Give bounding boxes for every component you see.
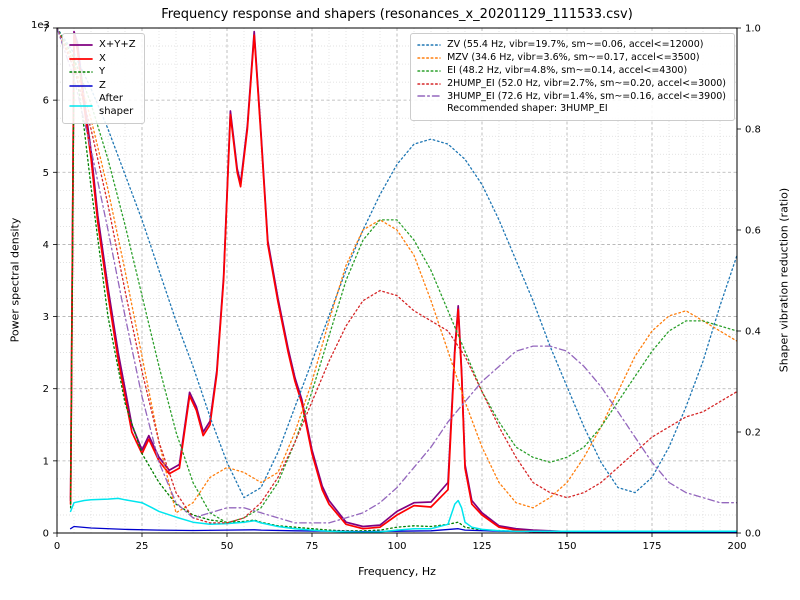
svg-text:0.8: 0.8: [745, 125, 761, 136]
legend-entry: X: [69, 53, 136, 66]
svg-text:0.2: 0.2: [745, 428, 761, 439]
svg-text:5: 5: [43, 168, 49, 179]
legend-swatch-line: [417, 82, 441, 85]
legend-swatch-line: [69, 57, 93, 60]
legend-entry-label: EI (48.2 Hz, vibr=4.8%, sm~=0.14, accel<…: [447, 64, 688, 76]
legend-entry-label: MZV (34.6 Hz, vibr=3.6%, sm~=0.17, accel…: [447, 51, 700, 63]
svg-text:6: 6: [43, 96, 49, 107]
y-axis-multiplier-label: 1e3: [31, 20, 50, 31]
legend-shapers: ZV (55.4 Hz, vibr=19.7%, sm~=0.06, accel…: [410, 33, 735, 122]
svg-text:0.6: 0.6: [745, 226, 761, 237]
svg-text:125: 125: [472, 541, 491, 552]
legend-entry: After shaper: [69, 93, 136, 118]
legend-swatch-line: [417, 69, 441, 72]
legend-swatch-line: [417, 57, 441, 59]
series-line: [57, 28, 737, 524]
svg-text:2: 2: [43, 384, 49, 395]
series-line: [69, 56, 737, 533]
chart-title: Frequency response and shapers (resonanc…: [161, 7, 633, 22]
legend-entry: 3HUMP_EI (72.6 Hz, vibr=1.4%, sm~=0.16, …: [417, 91, 726, 103]
legend-entry-label: Y: [99, 66, 106, 77]
svg-text:1: 1: [43, 456, 49, 467]
legend-entry: X+Y+Z: [69, 39, 136, 52]
legend-swatch-line: [417, 44, 441, 46]
series-line: [57, 28, 737, 524]
legend-entry: EI (48.2 Hz, vibr=4.8%, sm~=0.14, accel<…: [417, 65, 726, 77]
svg-text:100: 100: [387, 541, 406, 552]
legend-psd: X+Y+Z X Y Z After shaper: [62, 33, 145, 124]
svg-text:0.0: 0.0: [745, 529, 761, 540]
svg-text:4: 4: [43, 240, 49, 251]
svg-text:200: 200: [727, 541, 746, 552]
legend-swatch-line: [417, 104, 441, 114]
legend-entry: Recommended shaper: 3HUMP_EI: [417, 103, 726, 115]
legend-swatch-line: [69, 44, 93, 47]
legend-entry-label: X+Y+Z: [99, 39, 136, 50]
svg-text:1.0: 1.0: [745, 24, 761, 35]
x-axis-label: Frequency, Hz: [358, 565, 436, 578]
legend-entry: Y: [69, 66, 136, 79]
series-line: [57, 28, 737, 524]
series-lines: [57, 28, 737, 533]
svg-text:7: 7: [43, 24, 49, 35]
series-line: [57, 28, 737, 499]
legend-entry: MZV (34.6 Hz, vibr=3.6%, sm~=0.17, accel…: [417, 52, 726, 64]
legend-entry-label: Recommended shaper: 3HUMP_EI: [447, 103, 608, 115]
legend-entry: Z: [69, 80, 136, 93]
svg-text:50: 50: [221, 541, 234, 552]
legend-entry-label: X: [99, 52, 106, 64]
svg-text:150: 150: [557, 541, 576, 552]
series-line: [69, 497, 737, 533]
legend-entry-label: 2HUMP_EI (52.0 Hz, vibr=2.7%, sm~=0.20, …: [447, 77, 726, 89]
legend-swatch-line: [417, 95, 441, 98]
legend-entry: ZV (55.4 Hz, vibr=19.7%, sm~=0.06, accel…: [417, 39, 726, 51]
legend-entry-label: 3HUMP_EI (72.6 Hz, vibr=1.4%, sm~=0.16, …: [447, 90, 726, 102]
svg-text:3: 3: [43, 312, 49, 323]
legend-swatch-line: [69, 85, 93, 87]
legend-entry-label: After shaper: [99, 93, 134, 117]
svg-text:175: 175: [642, 541, 661, 552]
legend-entry-label: ZV (55.4 Hz, vibr=19.7%, sm~=0.06, accel…: [447, 39, 704, 50]
svg-text:75: 75: [306, 541, 319, 552]
legend-swatch-line: [69, 104, 93, 107]
legend-entry-label: Z: [99, 79, 106, 91]
svg-text:0: 0: [54, 541, 60, 552]
svg-text:25: 25: [136, 541, 149, 552]
legend-swatch-line: [69, 71, 93, 73]
legend-entry: 2HUMP_EI (52.0 Hz, vibr=2.7%, sm~=0.20, …: [417, 78, 726, 90]
svg-text:0: 0: [43, 529, 49, 540]
svg-text:0.4: 0.4: [745, 327, 761, 338]
tick-labels: 0 25 50 75 100 125 150 175 200 0 1 2 3 4 5 6 7 0.0 0.2 0.4 0…: [43, 24, 761, 553]
series-line: [69, 34, 737, 533]
